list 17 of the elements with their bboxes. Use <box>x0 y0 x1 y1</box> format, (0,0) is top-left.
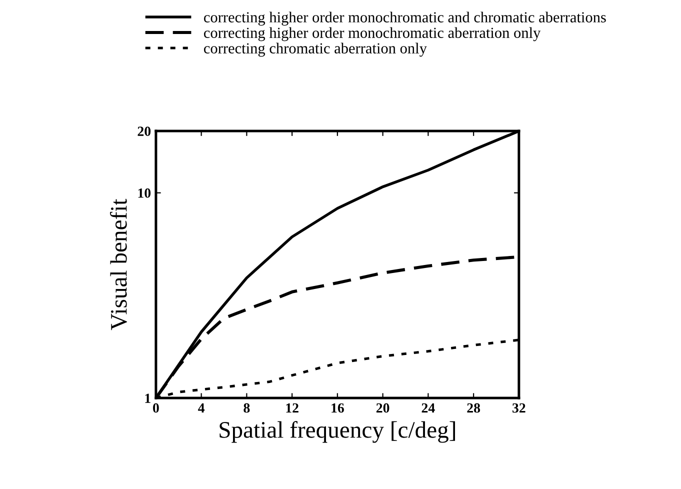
x-tick-label: 0 <box>153 403 159 413</box>
x-tick-label: 32 <box>512 403 526 413</box>
x-tick-label: 12 <box>286 403 298 413</box>
y-tick-label: 1 <box>145 394 150 403</box>
legend-label: correcting higher order monochromatic aberration only <box>204 27 541 42</box>
legend-label: correcting higher order monochromatic and chromatic aberrations <box>204 12 606 26</box>
x-axis-title: Spatial frequency [c/deg] <box>220 421 455 443</box>
y-tick-label: 10 <box>138 188 151 198</box>
x-tick-label: 20 <box>376 403 390 413</box>
legend-label: correcting chromatic aberration only <box>204 42 427 57</box>
x-tick-label: 8 <box>244 403 250 413</box>
y-tick-label: 20 <box>138 126 151 136</box>
y-axis-title: Visual benefit <box>110 198 127 330</box>
x-tick-label: 4 <box>198 403 205 413</box>
x-tick-label: 24 <box>422 403 435 413</box>
x-tick-label: 16 <box>332 403 344 413</box>
x-tick-label: 28 <box>467 403 480 413</box>
